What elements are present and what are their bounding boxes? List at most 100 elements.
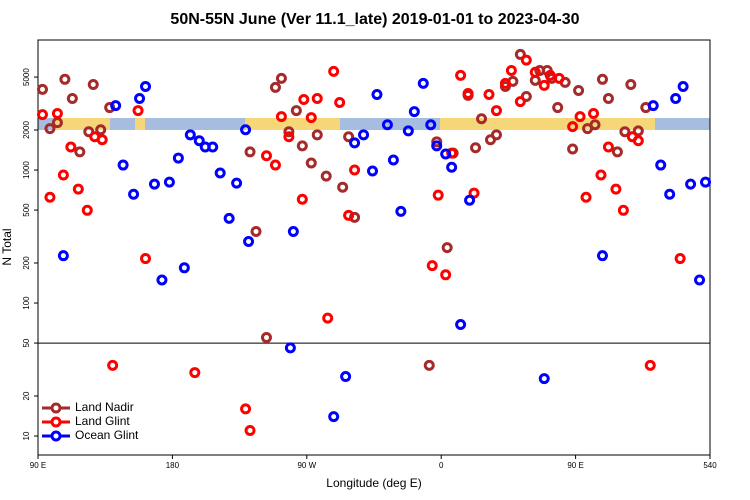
point bbox=[514, 48, 526, 60]
point bbox=[260, 150, 272, 162]
point bbox=[305, 157, 317, 169]
point bbox=[290, 105, 302, 117]
point bbox=[440, 269, 452, 281]
point bbox=[337, 181, 349, 193]
point bbox=[602, 141, 614, 153]
point bbox=[320, 170, 332, 182]
point bbox=[51, 108, 63, 120]
point bbox=[44, 191, 56, 203]
point bbox=[340, 371, 352, 383]
point bbox=[296, 193, 308, 205]
x-tick-label: 90 E bbox=[567, 461, 583, 470]
y-tick-label: 20 bbox=[22, 391, 31, 400]
point bbox=[625, 78, 637, 90]
point bbox=[243, 236, 255, 248]
y-tick-label: 1000 bbox=[22, 161, 31, 179]
point bbox=[128, 188, 140, 200]
point bbox=[328, 411, 340, 423]
chart-title: 50N-55N June (Ver 11.1_late) 2019-01-01 … bbox=[170, 11, 579, 28]
point bbox=[544, 69, 556, 81]
point bbox=[65, 141, 77, 153]
point bbox=[446, 161, 458, 173]
point bbox=[567, 143, 579, 155]
y-tick-label: 2000 bbox=[22, 121, 31, 139]
point bbox=[371, 88, 383, 100]
point bbox=[432, 189, 444, 201]
point bbox=[81, 204, 93, 216]
point bbox=[298, 94, 310, 106]
point bbox=[499, 77, 511, 89]
point bbox=[343, 131, 355, 143]
point bbox=[322, 312, 334, 324]
point bbox=[349, 137, 361, 149]
point bbox=[110, 100, 122, 112]
point bbox=[189, 367, 201, 379]
point bbox=[455, 318, 467, 330]
point bbox=[425, 119, 437, 131]
point bbox=[476, 113, 488, 125]
point bbox=[514, 96, 526, 108]
point bbox=[57, 169, 69, 181]
y-tick-label: 50 bbox=[22, 338, 31, 347]
point bbox=[610, 183, 622, 195]
point bbox=[387, 154, 399, 166]
point bbox=[231, 177, 243, 189]
point bbox=[567, 121, 579, 133]
point bbox=[455, 69, 467, 81]
legend-label: Ocean Glint bbox=[75, 428, 139, 442]
point bbox=[96, 134, 108, 146]
point bbox=[275, 111, 287, 123]
point bbox=[134, 93, 146, 105]
x-tick-label: 90 W bbox=[297, 461, 316, 470]
point bbox=[408, 106, 420, 118]
point bbox=[538, 79, 550, 91]
x-tick-label: 0 bbox=[439, 461, 444, 470]
point bbox=[178, 262, 190, 274]
point bbox=[207, 141, 219, 153]
point bbox=[700, 176, 712, 188]
point bbox=[431, 140, 443, 152]
point bbox=[670, 93, 682, 105]
point bbox=[367, 165, 379, 177]
point bbox=[677, 80, 689, 92]
point bbox=[440, 148, 452, 160]
point bbox=[647, 100, 659, 112]
point bbox=[260, 332, 272, 344]
point bbox=[644, 359, 656, 371]
point bbox=[311, 93, 323, 105]
point bbox=[694, 274, 706, 286]
point bbox=[464, 194, 476, 206]
point bbox=[44, 123, 56, 135]
y-tick-label: 5000 bbox=[22, 68, 31, 86]
point bbox=[269, 81, 281, 93]
point bbox=[140, 253, 152, 265]
point bbox=[685, 178, 697, 190]
point bbox=[117, 159, 129, 171]
point bbox=[574, 111, 586, 123]
legend-label: Land Nadir bbox=[75, 400, 134, 414]
point bbox=[74, 146, 86, 158]
point bbox=[66, 93, 78, 105]
legend-marker bbox=[50, 402, 62, 414]
point bbox=[596, 73, 608, 85]
y-axis-label: N Total bbox=[0, 228, 14, 265]
point bbox=[619, 126, 631, 138]
point bbox=[470, 142, 482, 154]
point bbox=[358, 129, 370, 141]
y-tick-label: 10 bbox=[22, 431, 31, 440]
legend-marker bbox=[50, 416, 62, 428]
plot-frame bbox=[37, 39, 711, 456]
point bbox=[655, 159, 667, 171]
point bbox=[107, 359, 119, 371]
point bbox=[462, 88, 474, 100]
point bbox=[553, 72, 565, 84]
point bbox=[284, 342, 296, 354]
point bbox=[250, 226, 262, 238]
point bbox=[596, 250, 608, 262]
point bbox=[423, 359, 435, 371]
point bbox=[283, 126, 295, 138]
point bbox=[311, 129, 323, 141]
point bbox=[193, 135, 205, 147]
point bbox=[132, 105, 144, 117]
